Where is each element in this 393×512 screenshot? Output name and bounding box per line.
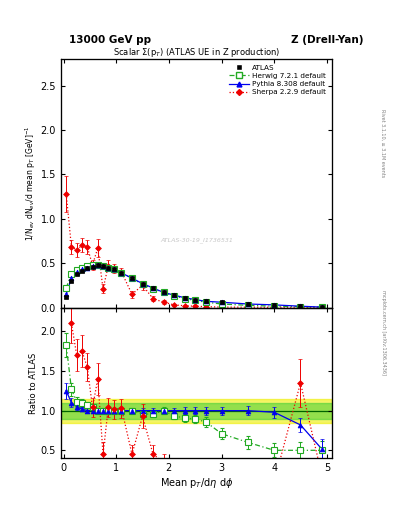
Bar: [61, 399, 332, 422]
Text: Rivet 3.1.10, ≥ 3.1M events: Rivet 3.1.10, ≥ 3.1M events: [381, 109, 386, 178]
Text: mcplots.cern.ch [arXiv:1306.3436]: mcplots.cern.ch [arXiv:1306.3436]: [381, 290, 386, 375]
Title: Scalar $\Sigma$(p$_T$) (ATLAS UE in Z production): Scalar $\Sigma$(p$_T$) (ATLAS UE in Z pr…: [113, 46, 280, 59]
Text: 13000 GeV pp: 13000 GeV pp: [69, 35, 151, 45]
Text: Z (Drell-Yan): Z (Drell-Yan): [291, 35, 363, 45]
Y-axis label: Ratio to ATLAS: Ratio to ATLAS: [29, 352, 38, 414]
Bar: [61, 403, 332, 419]
Legend: ATLAS, Herwig 7.2.1 default, Pythia 8.308 default, Sherpa 2.2.9 default: ATLAS, Herwig 7.2.1 default, Pythia 8.30…: [227, 62, 329, 98]
Text: ATLAS-30-19_I1736531: ATLAS-30-19_I1736531: [160, 238, 233, 243]
Y-axis label: 1/N$_{ev}$ dN$_{ev}$/d mean p$_T$ [GeV]$^{-1}$: 1/N$_{ev}$ dN$_{ev}$/d mean p$_T$ [GeV]$…: [23, 125, 38, 241]
X-axis label: Mean p$_T$/d$\eta$ d$\phi$: Mean p$_T$/d$\eta$ d$\phi$: [160, 476, 233, 490]
